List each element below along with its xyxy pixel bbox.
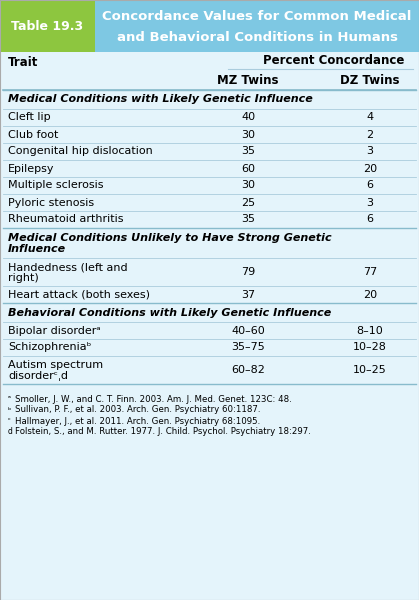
Text: Hallmayer, J., et al. 2011. Arch. Gen. Psychiatry 68:1095.: Hallmayer, J., et al. 2011. Arch. Gen. P… [15,416,260,425]
Text: Influence: Influence [8,244,66,254]
Text: 6: 6 [367,214,373,224]
Text: Table 19.3: Table 19.3 [11,19,83,32]
Text: 77: 77 [363,267,377,277]
Text: 35: 35 [241,214,255,224]
Text: Multiple sclerosis: Multiple sclerosis [8,181,103,191]
Text: 20: 20 [363,289,377,299]
Text: Medical Conditions Unlikely to Have Strong Genetic: Medical Conditions Unlikely to Have Stro… [8,233,331,243]
Text: ᶜ: ᶜ [8,416,11,425]
Text: Concordance Values for Common Medical: Concordance Values for Common Medical [102,10,412,23]
Text: Epilepsy: Epilepsy [8,163,54,173]
Text: Cleft lip: Cleft lip [8,113,51,122]
Text: DZ Twins: DZ Twins [340,74,400,88]
Text: Behavioral Conditions with Likely Genetic Influence: Behavioral Conditions with Likely Geneti… [8,307,331,317]
Text: Smoller, J. W., and C. T. Finn. 2003. Am. J. Med. Genet. 123C: 48.: Smoller, J. W., and C. T. Finn. 2003. Am… [15,395,292,403]
Text: 3: 3 [367,197,373,208]
Text: 40: 40 [241,113,255,122]
Text: 3: 3 [367,146,373,157]
Text: 60: 60 [241,163,255,173]
Text: d: d [8,427,13,437]
Text: Bipolar disorderᵃ: Bipolar disorderᵃ [8,325,101,335]
Text: Folstein, S., and M. Rutter. 1977. J. Child. Psychol. Psychiatry 18:297.: Folstein, S., and M. Rutter. 1977. J. Ch… [15,427,311,437]
Text: Rheumatoid arthritis: Rheumatoid arthritis [8,214,124,224]
Text: 60–82: 60–82 [231,365,265,375]
FancyBboxPatch shape [95,0,419,52]
Text: 30: 30 [241,130,255,139]
Text: 2: 2 [367,130,374,139]
Text: disorderᶜˌd: disorderᶜˌd [8,371,68,380]
Text: right): right) [8,272,39,283]
Text: 6: 6 [367,181,373,191]
Text: 10–28: 10–28 [353,343,387,352]
Text: ᵃ: ᵃ [8,395,11,403]
Text: 37: 37 [241,289,255,299]
Text: 35–75: 35–75 [231,343,265,352]
Text: Heart attack (both sexes): Heart attack (both sexes) [8,289,150,299]
Text: 35: 35 [241,146,255,157]
Text: and Behavioral Conditions in Humans: and Behavioral Conditions in Humans [116,31,398,44]
Text: 30: 30 [241,181,255,191]
Text: 40–60: 40–60 [231,325,265,335]
Text: Pyloric stenosis: Pyloric stenosis [8,197,94,208]
Text: 25: 25 [241,197,255,208]
Text: Schizophreniaᵇ: Schizophreniaᵇ [8,343,91,352]
Text: Autism spectrum: Autism spectrum [8,360,103,370]
Text: Handedness (left and: Handedness (left and [8,262,128,272]
Text: 4: 4 [367,113,374,122]
Text: Club foot: Club foot [8,130,58,139]
FancyBboxPatch shape [0,52,419,600]
Text: Sullivan, P. F., et al. 2003. Arch. Gen. Psychiatry 60:1187.: Sullivan, P. F., et al. 2003. Arch. Gen.… [15,406,261,415]
Text: ᵇ: ᵇ [8,406,11,415]
Text: Medical Conditions with Likely Genetic Influence: Medical Conditions with Likely Genetic I… [8,94,313,104]
Text: Percent Concordance: Percent Concordance [263,55,404,67]
Text: 79: 79 [241,267,255,277]
Text: Trait: Trait [8,56,39,70]
Text: 8–10: 8–10 [357,325,383,335]
FancyBboxPatch shape [0,0,95,52]
Text: Congenital hip dislocation: Congenital hip dislocation [8,146,153,157]
Text: MZ Twins: MZ Twins [217,74,279,88]
Text: 20: 20 [363,163,377,173]
Text: 10–25: 10–25 [353,365,387,375]
